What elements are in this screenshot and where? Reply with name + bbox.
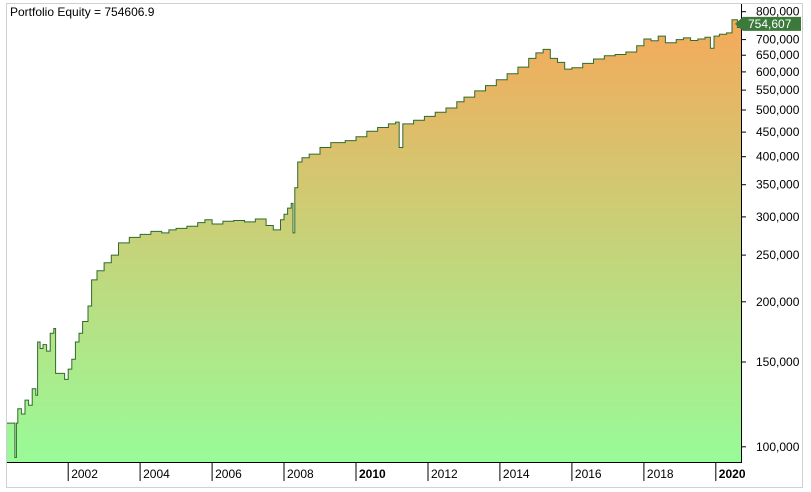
- y-tick-label: 450,000: [756, 125, 800, 139]
- chart-border: [6, 3, 803, 488]
- x-tick-label: 2006: [215, 467, 242, 481]
- y-tick-label: 250,000: [756, 248, 800, 262]
- x-tick-label: 2020: [719, 467, 746, 481]
- x-tick-label: 2018: [647, 467, 674, 481]
- y-tick-label: 500,000: [756, 103, 800, 117]
- equity-line: [7, 19, 742, 458]
- y-tick-label: 150,000: [756, 355, 800, 369]
- y-tick-label: 650,000: [756, 48, 800, 62]
- y-tick-label: 300,000: [756, 210, 800, 224]
- y-tick-label: 200,000: [756, 295, 800, 309]
- x-tick-label: 2016: [575, 467, 602, 481]
- x-tick-label: 2012: [431, 467, 458, 481]
- y-tick-label: 700,000: [756, 33, 800, 47]
- y-tick-label: 550,000: [756, 83, 800, 97]
- x-tick-label: 2010: [359, 467, 386, 481]
- y-tick-label: 800,000: [756, 5, 800, 19]
- equity-area-group: [7, 19, 742, 462]
- y-tick-label: 400,000: [756, 150, 800, 164]
- chart-title: Portfolio Equity = 754606.9: [10, 5, 155, 19]
- equity-area-fill: [7, 19, 741, 462]
- x-tick-label: 2008: [287, 467, 314, 481]
- y-tick-label: 350,000: [756, 178, 800, 192]
- y-tick-label: 600,000: [756, 65, 800, 79]
- x-tick-label: 2002: [71, 467, 98, 481]
- last-value-badge: [735, 16, 801, 31]
- axes-group: 100,000 150,000 200,000 250,000 300,000 350,0…: [7, 4, 800, 481]
- last-value-label: 754,607: [748, 17, 792, 31]
- x-tick-label: 2014: [503, 467, 530, 481]
- y-tick-label: 100,000: [756, 440, 800, 454]
- x-tick-label: 2004: [143, 467, 170, 481]
- last-value-label-group: 754,607: [735, 16, 801, 31]
